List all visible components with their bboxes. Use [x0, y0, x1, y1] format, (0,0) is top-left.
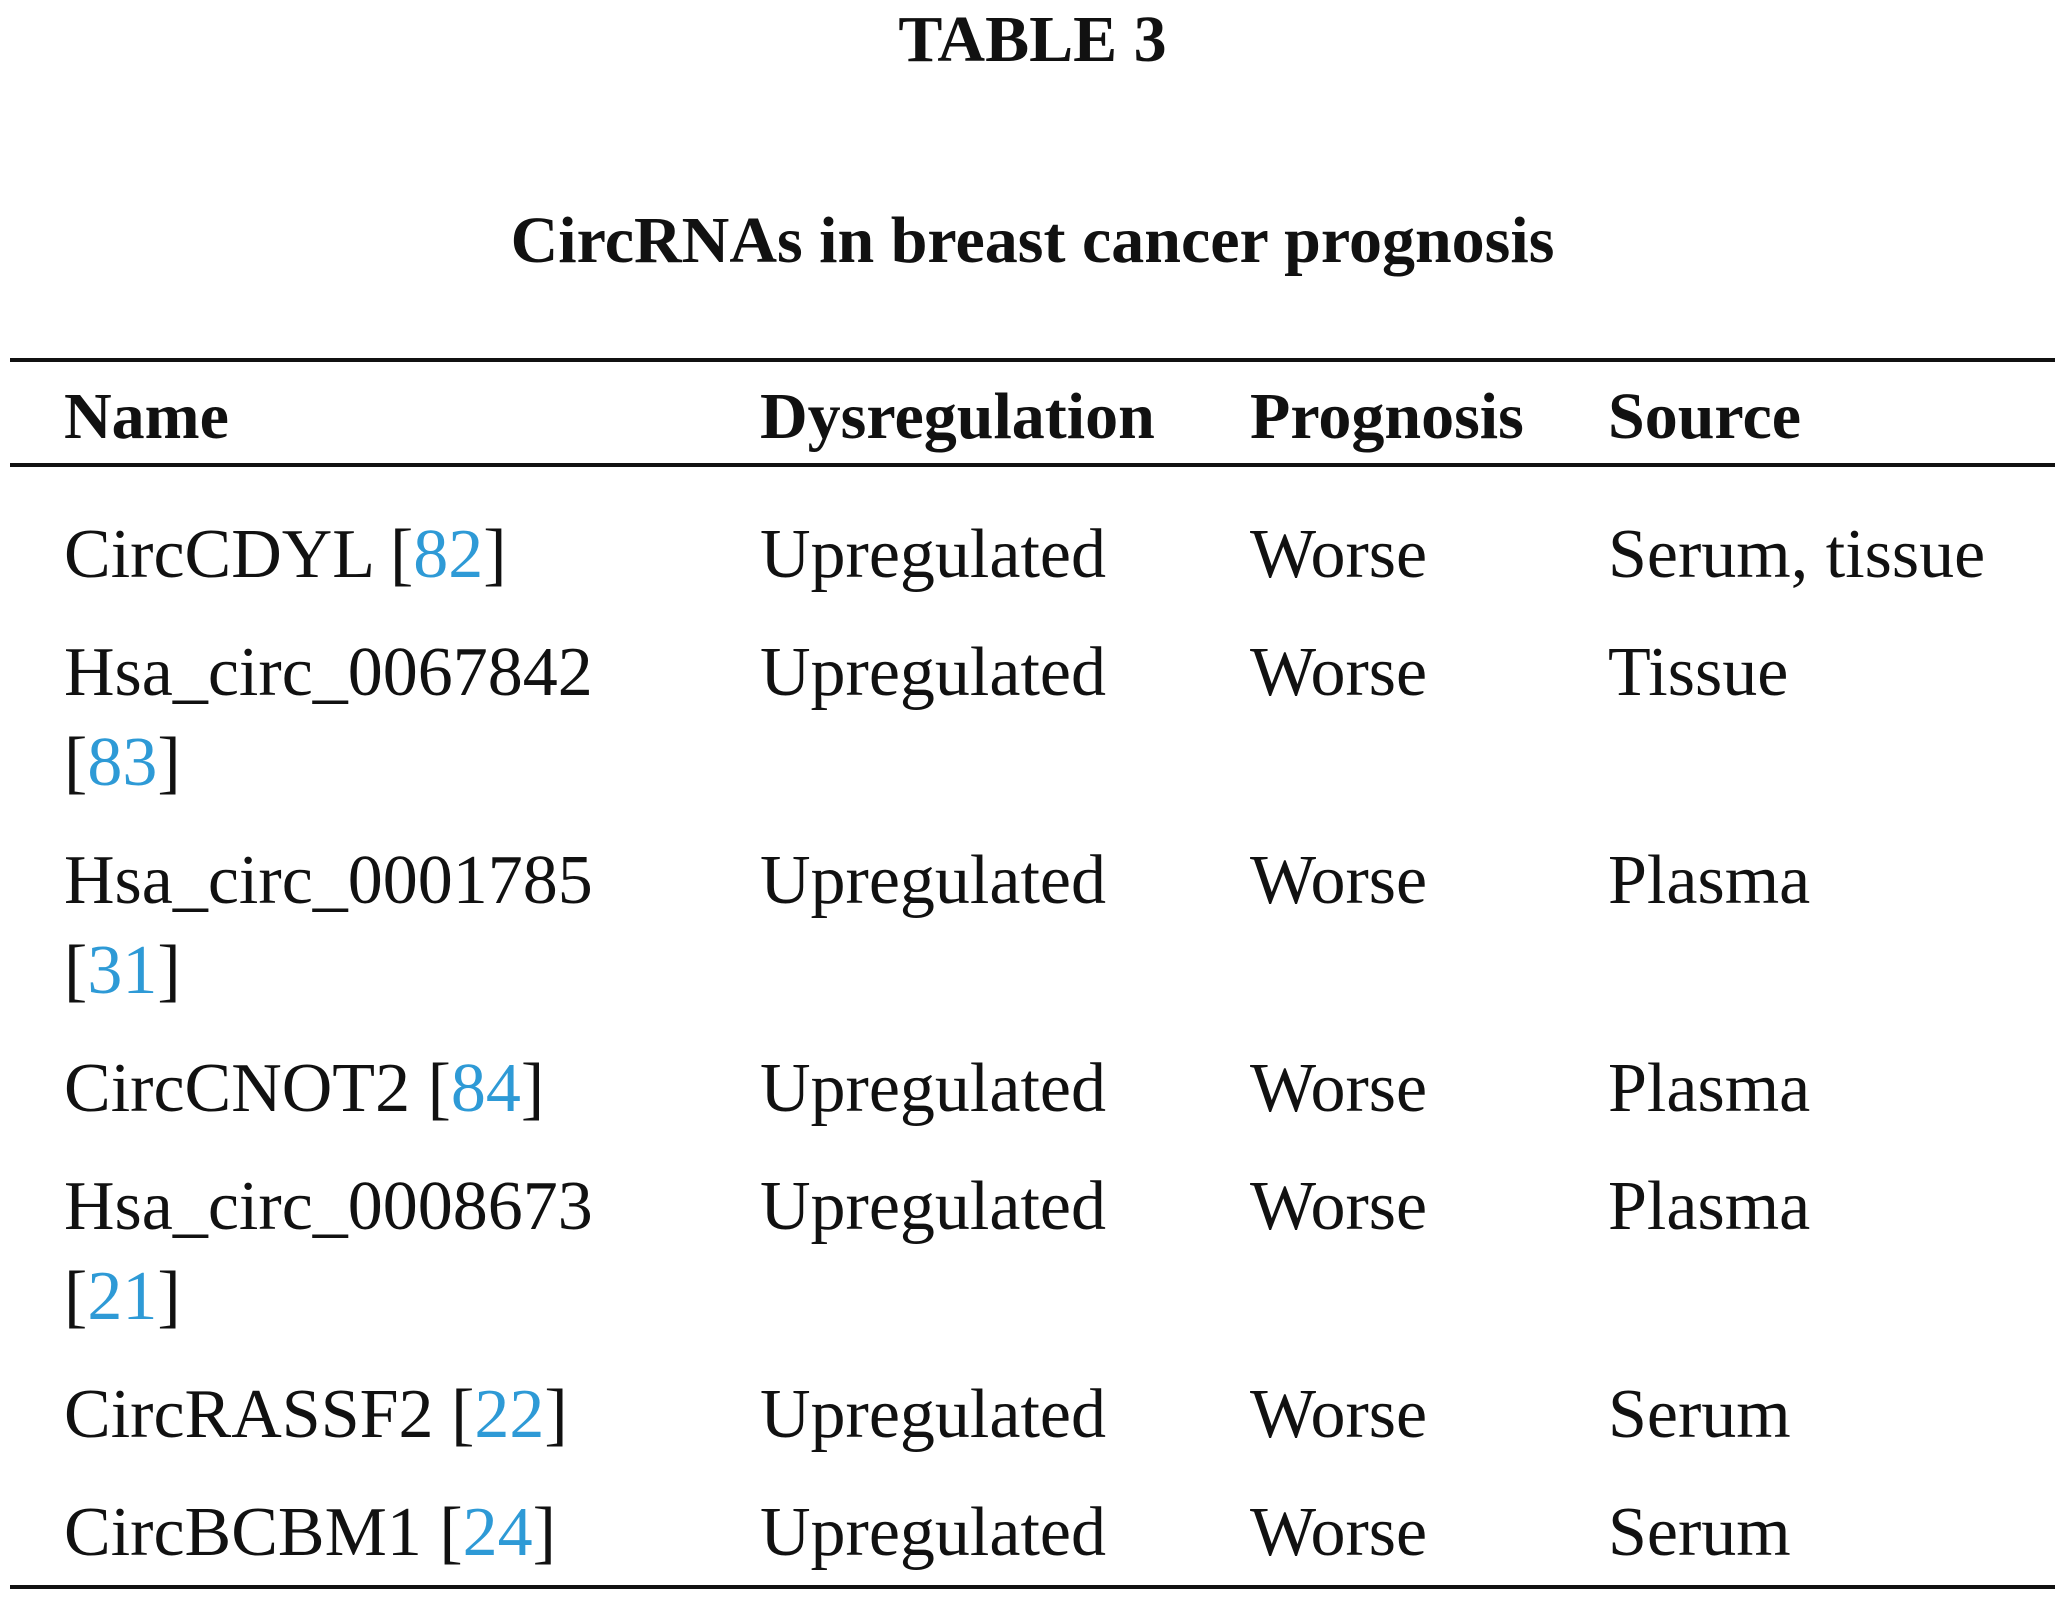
reference-link[interactable]: 84 [450, 1050, 521, 1127]
reference-link[interactable]: 21 [87, 1258, 158, 1335]
cell-name: Hsa_circ_0008673 [21] [64, 1168, 593, 1335]
name-text: CircBCBM1 [64, 1494, 422, 1571]
cell-dysregulation: Upregulated [760, 1050, 1106, 1127]
cell-prognosis: Worse [1250, 1494, 1428, 1571]
reference-link[interactable]: 82 [413, 516, 484, 593]
cell-dysregulation: Upregulated [760, 516, 1106, 593]
cell-source: Plasma [1608, 1050, 1811, 1127]
header-name: Name [64, 380, 229, 453]
table-row: CircBCBM1 [24] Upregulated Worse Serum [0, 1488, 2065, 1606]
name-text: CircCDYL [64, 516, 373, 593]
cell-source: Plasma [1608, 1168, 1811, 1245]
table-row: Hsa_circ_0008673 [21] Upregulated Worse P… [0, 1162, 2065, 1370]
reference-link[interactable]: 31 [87, 932, 158, 1009]
table-body: CircCDYL [82] Upregulated Worse Serum, t… [0, 510, 2065, 1606]
cell-dysregulation: Upregulated [760, 1376, 1106, 1453]
table-caption: CircRNAs in breast cancer prognosis [510, 204, 1555, 277]
cell-name: CircCNOT2 [84] [64, 1050, 545, 1127]
header-dysregulation: Dysregulation [760, 380, 1155, 453]
cell-source: Serum [1608, 1494, 1791, 1571]
cell-name: CircBCBM1 [24] [64, 1494, 556, 1571]
cell-name: Hsa_circ_0067842 [83] [64, 634, 593, 801]
reference-link[interactable]: 22 [474, 1376, 545, 1453]
cell-prognosis: Worse [1250, 1376, 1428, 1453]
name-text: CircRASSF2 [64, 1376, 434, 1453]
table-bottom-rule [10, 1585, 2055, 1589]
cell-prognosis: Worse [1250, 1168, 1428, 1245]
cell-prognosis: Worse [1250, 516, 1428, 593]
table-row: Hsa_circ_0001785 [31] Upregulated Worse P… [0, 836, 2065, 1044]
cell-dysregulation: Upregulated [760, 1494, 1106, 1571]
name-text: Hsa_circ_0001785 [64, 842, 593, 919]
reference-link[interactable]: 83 [87, 724, 158, 801]
cell-source: Serum [1608, 1376, 1791, 1453]
table-label: TABLE 3 [898, 3, 1167, 76]
name-text: CircCNOT2 [64, 1050, 411, 1127]
cell-prognosis: Worse [1250, 1050, 1428, 1127]
header-prognosis: Prognosis [1250, 380, 1524, 453]
table-top-rule [10, 358, 2055, 362]
name-text: Hsa_circ_0008673 [64, 1168, 593, 1245]
cell-prognosis: Worse [1250, 634, 1428, 711]
name-text: Hsa_circ_0067842 [64, 634, 593, 711]
cell-dysregulation: Upregulated [760, 1168, 1106, 1245]
table-row: CircCNOT2 [84] Upregulated Worse Plasma [0, 1044, 2065, 1162]
table-row: Hsa_circ_0067842 [83] Upregulated Worse T… [0, 628, 2065, 836]
cell-dysregulation: Upregulated [760, 842, 1106, 919]
reference-link[interactable]: 24 [462, 1494, 533, 1571]
table-row: CircCDYL [82] Upregulated Worse Serum, t… [0, 510, 2065, 628]
table-header-rule [10, 463, 2055, 467]
cell-dysregulation: Upregulated [760, 634, 1106, 711]
cell-name: CircRASSF2 [22] [64, 1376, 568, 1453]
cell-source: Tissue [1608, 634, 1789, 711]
cell-name: Hsa_circ_0001785 [31] [64, 842, 593, 1009]
table-row: CircRASSF2 [22] Upregulated Worse Serum [0, 1370, 2065, 1488]
cell-source: Serum, tissue [1608, 516, 1986, 593]
table-header-row: Name Dysregulation Prognosis Source [0, 362, 2065, 462]
cell-name: CircCDYL [82] [64, 516, 507, 593]
header-source: Source [1608, 380, 1802, 453]
cell-prognosis: Worse [1250, 842, 1428, 919]
cell-source: Plasma [1608, 842, 1811, 919]
